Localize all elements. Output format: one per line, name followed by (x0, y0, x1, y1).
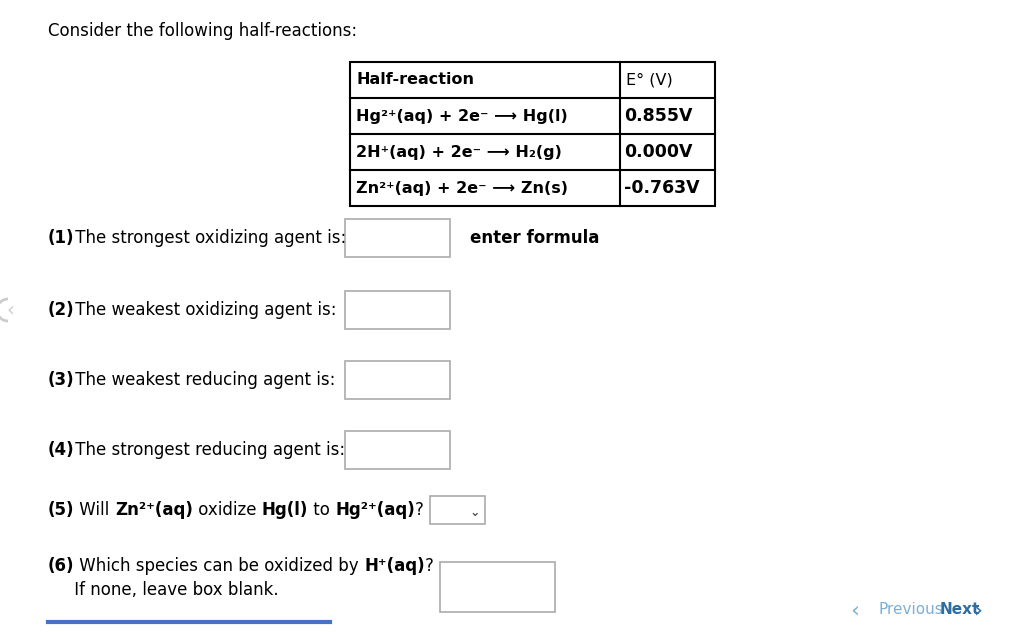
Bar (345, 361, 450, 399)
Text: ?: ? (415, 501, 424, 519)
Text: 0.855V: 0.855V (624, 107, 692, 125)
Bar (430, 496, 485, 524)
Bar (440, 562, 555, 612)
Text: The weakest reducing agent is:: The weakest reducing agent is: (70, 371, 336, 389)
Bar (345, 219, 450, 257)
Text: ›: › (974, 600, 982, 620)
Text: oxidize: oxidize (193, 501, 261, 519)
Text: enter formula: enter formula (470, 229, 599, 247)
Text: The strongest reducing agent is:: The strongest reducing agent is: (70, 441, 345, 459)
Text: ‹: ‹ (6, 300, 14, 320)
Text: The weakest oxidizing agent is:: The weakest oxidizing agent is: (70, 301, 337, 319)
Text: Hg²⁺(aq): Hg²⁺(aq) (335, 501, 415, 519)
Text: (4): (4) (48, 441, 75, 459)
Text: to: to (308, 501, 335, 519)
Text: E° (V): E° (V) (626, 73, 673, 87)
Text: H⁺(aq): H⁺(aq) (365, 557, 425, 575)
Text: Next: Next (940, 602, 980, 617)
Text: If none, leave box blank.: If none, leave box blank. (48, 581, 279, 599)
Text: ⌄: ⌄ (470, 506, 480, 518)
Text: 2H⁺(aq) + 2e⁻ ⟶ H₂(g): 2H⁺(aq) + 2e⁻ ⟶ H₂(g) (356, 145, 562, 159)
Text: Hg(l): Hg(l) (261, 501, 308, 519)
Text: 0.000V: 0.000V (624, 143, 692, 161)
Text: ?: ? (425, 557, 434, 575)
Text: (5): (5) (48, 501, 75, 519)
Text: -0.763V: -0.763V (624, 179, 699, 197)
Text: Hg²⁺(aq) + 2e⁻ ⟶ Hg(l): Hg²⁺(aq) + 2e⁻ ⟶ Hg(l) (356, 109, 567, 123)
Text: Consider the following half-reactions:: Consider the following half-reactions: (48, 22, 357, 40)
Text: Zn²⁺(aq) + 2e⁻ ⟶ Zn(s): Zn²⁺(aq) + 2e⁻ ⟶ Zn(s) (356, 181, 568, 195)
Text: (1): (1) (48, 229, 75, 247)
Text: Zn²⁺(aq): Zn²⁺(aq) (115, 501, 193, 519)
Text: Previous: Previous (878, 602, 943, 617)
Text: (3): (3) (48, 371, 75, 389)
Text: Will: Will (75, 501, 115, 519)
Text: (6): (6) (48, 557, 75, 575)
Text: ‹: ‹ (851, 600, 859, 620)
Bar (350, 62, 715, 206)
Text: Which species can be oxidized by: Which species can be oxidized by (75, 557, 365, 575)
Text: (2): (2) (48, 301, 75, 319)
Bar (345, 291, 450, 329)
Text: The strongest oxidizing agent is:: The strongest oxidizing agent is: (70, 229, 346, 247)
Text: Half-reaction: Half-reaction (356, 73, 474, 87)
Bar (345, 431, 450, 469)
